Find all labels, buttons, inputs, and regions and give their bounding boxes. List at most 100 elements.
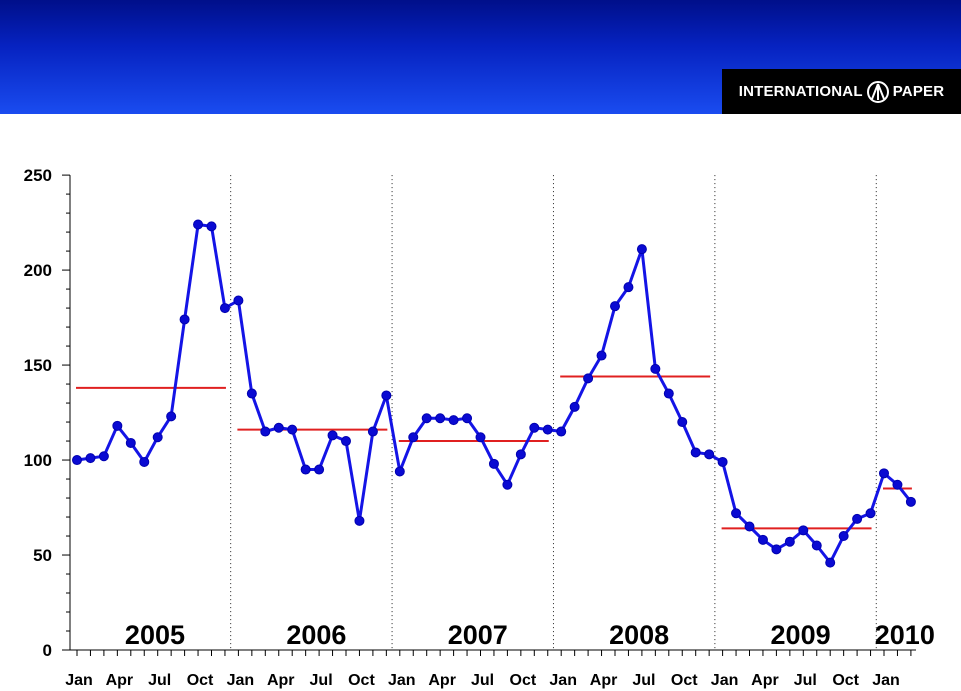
data-point <box>704 449 715 460</box>
x-tick-label: Jan <box>872 672 900 689</box>
data-point <box>583 373 594 384</box>
data-point <box>690 447 701 458</box>
data-point <box>233 295 244 306</box>
x-tick-label: Jan <box>65 672 93 689</box>
data-point <box>421 413 432 424</box>
x-tick-label: Jan <box>388 672 416 689</box>
data-point <box>287 424 298 435</box>
data-point <box>408 432 419 443</box>
x-tick-label: Apr <box>751 672 779 689</box>
logo-text-right: PAPER <box>892 83 945 100</box>
x-tick-label: Jan <box>711 672 739 689</box>
data-point <box>462 413 473 424</box>
data-point <box>354 515 365 526</box>
line-chart: 0 50 100 150 200 250 Jan Apr Jul Oct Jan Apr Jul Oct J… <box>24 166 935 689</box>
x-tick-label: Apr <box>267 672 295 689</box>
data-point <box>529 422 540 433</box>
year-label-2009: 2009 <box>771 620 831 650</box>
x-tick-label: Oct <box>510 672 537 689</box>
data-point <box>905 496 916 507</box>
x-tick-label: Oct <box>348 672 375 689</box>
year-label-2005: 2005 <box>125 620 185 650</box>
y-tick-label: 50 <box>33 546 52 565</box>
data-point <box>865 508 876 519</box>
data-point <box>757 534 768 545</box>
data-point <box>610 301 620 312</box>
data-point <box>569 401 580 412</box>
data-point <box>556 426 567 437</box>
data-point <box>152 432 163 443</box>
year-label-2008: 2008 <box>609 620 669 650</box>
year-label-2010: 2010 <box>875 620 935 650</box>
data-point <box>811 540 822 551</box>
x-tick-label: Oct <box>187 672 214 689</box>
data-point <box>744 521 755 532</box>
data-point <box>515 449 526 460</box>
x-tick-label: Jan <box>549 672 577 689</box>
data-point <box>838 531 849 542</box>
data-point <box>731 508 742 519</box>
y-tick-label: 100 <box>24 451 52 470</box>
data-point <box>381 390 392 401</box>
data-point <box>125 437 136 448</box>
data-point <box>166 411 177 422</box>
x-tick-label: Jan <box>227 672 255 689</box>
x-tick-label: Apr <box>428 672 456 689</box>
data-point <box>596 350 607 361</box>
x-tick-label: Jul <box>148 672 171 689</box>
data-point <box>300 464 311 475</box>
year-label-2006: 2006 <box>286 620 346 650</box>
y-tick-label: 250 <box>24 166 52 185</box>
data-point <box>502 479 513 490</box>
logo-emblem-icon <box>866 80 889 103</box>
data-point <box>475 432 486 443</box>
data-point <box>717 456 728 467</box>
data-point <box>260 426 271 437</box>
data-point <box>650 363 661 374</box>
x-tick-label: Jul <box>471 672 494 689</box>
data-point <box>852 513 863 524</box>
data-point <box>327 430 338 441</box>
data-point <box>448 415 459 426</box>
data-point <box>341 436 351 447</box>
data-point <box>879 468 889 479</box>
y-tick-label: 200 <box>24 261 52 280</box>
y-tick-label: 0 <box>43 641 52 660</box>
data-point <box>636 244 647 255</box>
data-point <box>892 479 903 490</box>
data-point <box>367 426 378 437</box>
data-point <box>677 417 688 428</box>
x-tick-label: Jul <box>632 672 655 689</box>
data-point <box>435 413 446 424</box>
data-point <box>771 544 782 555</box>
data-point <box>488 458 499 469</box>
x-tick-label: Jul <box>794 672 817 689</box>
data-point <box>246 388 257 399</box>
data-point <box>193 219 204 230</box>
data-point <box>663 388 674 399</box>
data-point <box>98 451 109 462</box>
data-point <box>798 525 809 536</box>
year-label-2007: 2007 <box>448 620 508 650</box>
data-point <box>179 314 190 325</box>
data-point <box>219 303 230 314</box>
data-point <box>273 422 284 433</box>
x-tick-label: Apr <box>590 672 618 689</box>
x-tick-label: Apr <box>106 672 134 689</box>
y-tick-label: 150 <box>24 356 52 375</box>
data-point <box>112 420 123 431</box>
x-tick-label: Oct <box>671 672 698 689</box>
x-tick-label: Jul <box>310 672 333 689</box>
data-point <box>784 536 795 547</box>
data-point <box>623 282 634 293</box>
company-logo: INTERNATIONAL PAPER <box>722 69 961 114</box>
logo-text-left: INTERNATIONAL <box>738 83 863 100</box>
data-point <box>139 456 150 467</box>
data-point <box>72 455 82 466</box>
data-point <box>825 557 836 568</box>
data-point <box>85 453 96 464</box>
series-line <box>76 223 913 565</box>
data-point <box>394 466 405 477</box>
data-point <box>206 221 217 232</box>
data-point <box>314 464 325 475</box>
